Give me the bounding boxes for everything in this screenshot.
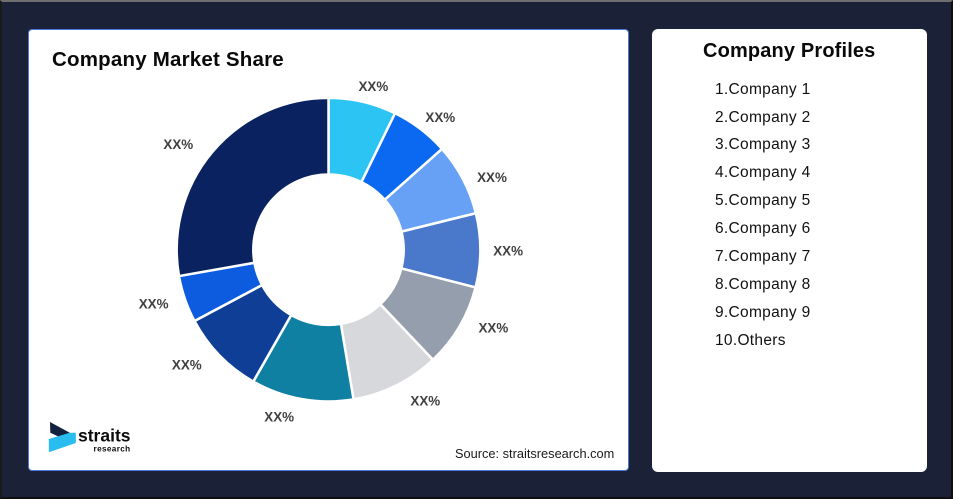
svg-text:straits: straits <box>78 426 131 446</box>
svg-text:XX%: XX% <box>410 393 440 408</box>
svg-text:XX%: XX% <box>477 170 507 185</box>
svg-text:research: research <box>94 444 131 453</box>
svg-text:XX%: XX% <box>172 357 202 372</box>
svg-text:XX%: XX% <box>264 409 294 424</box>
svg-text:XX%: XX% <box>139 296 169 311</box>
svg-text:XX%: XX% <box>359 79 389 94</box>
svg-text:XX%: XX% <box>479 320 509 335</box>
svg-text:XX%: XX% <box>493 243 523 258</box>
svg-text:XX%: XX% <box>163 137 193 152</box>
svg-text:XX%: XX% <box>425 110 455 125</box>
